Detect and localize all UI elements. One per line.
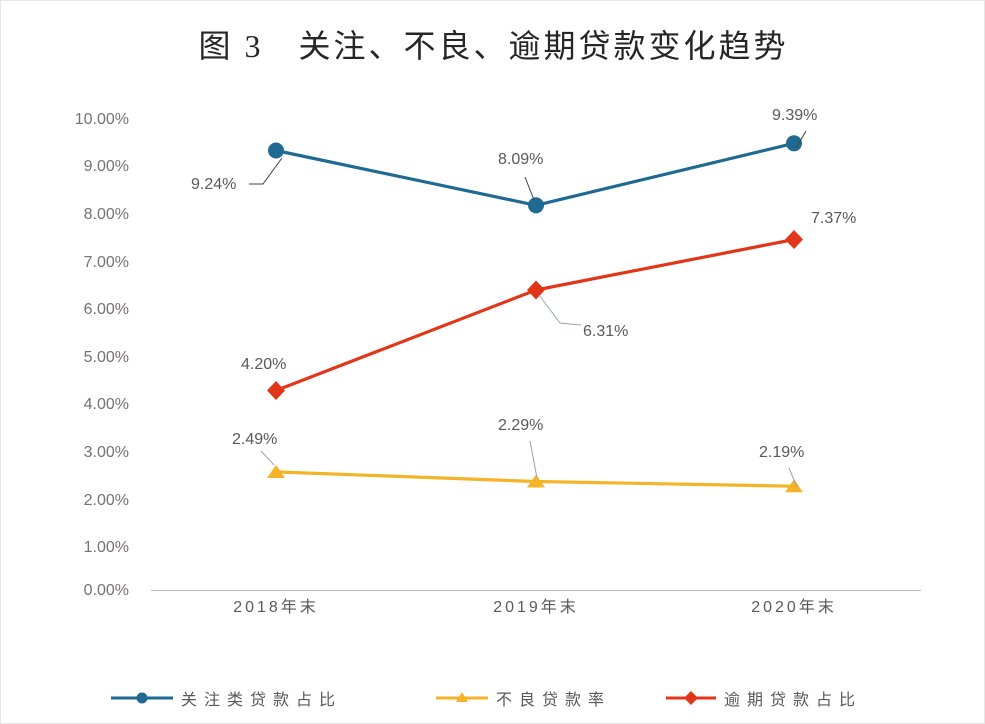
svg-text:7.37%: 7.37% (811, 210, 856, 227)
svg-text:6.00%: 6.00% (84, 301, 129, 318)
svg-text:5.00%: 5.00% (84, 349, 129, 366)
svg-text:4.00%: 4.00% (84, 396, 129, 413)
svg-text:9.24%: 9.24% (191, 176, 236, 193)
svg-text:7.00%: 7.00% (84, 254, 129, 271)
svg-text:9.39%: 9.39% (772, 107, 817, 124)
svg-text:8.00%: 8.00% (84, 206, 129, 223)
svg-text:10.00%: 10.00% (75, 111, 129, 128)
svg-text:2.49%: 2.49% (232, 431, 277, 448)
svg-text:4.20%: 4.20% (241, 356, 286, 373)
svg-text:2.00%: 2.00% (84, 492, 129, 509)
svg-text:2018年末: 2018年末 (233, 598, 319, 616)
svg-text:3.00%: 3.00% (84, 444, 129, 461)
svg-text:2.19%: 2.19% (759, 444, 804, 461)
svg-text:2.29%: 2.29% (498, 417, 543, 434)
svg-text:2020年末: 2020年末 (751, 598, 837, 616)
svg-text:1.00%: 1.00% (84, 539, 129, 556)
svg-text:8.09%: 8.09% (498, 151, 543, 168)
svg-text:2019年末: 2019年末 (493, 598, 579, 616)
svg-text:0.00%: 0.00% (84, 582, 129, 599)
svg-text:9.00%: 9.00% (84, 158, 129, 175)
svg-text:6.31%: 6.31% (583, 323, 628, 340)
